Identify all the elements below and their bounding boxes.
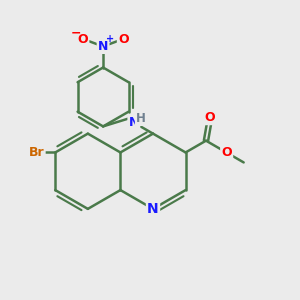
Text: O: O [205, 111, 215, 124]
Text: N: N [129, 116, 139, 129]
Text: N: N [147, 202, 159, 216]
Text: N: N [98, 40, 108, 53]
Text: Br: Br [29, 146, 44, 159]
Text: O: O [118, 33, 129, 46]
Text: H: H [135, 112, 145, 125]
Text: +: + [106, 34, 114, 44]
Text: O: O [221, 146, 232, 159]
Text: O: O [77, 33, 88, 46]
Text: −: − [71, 26, 82, 39]
